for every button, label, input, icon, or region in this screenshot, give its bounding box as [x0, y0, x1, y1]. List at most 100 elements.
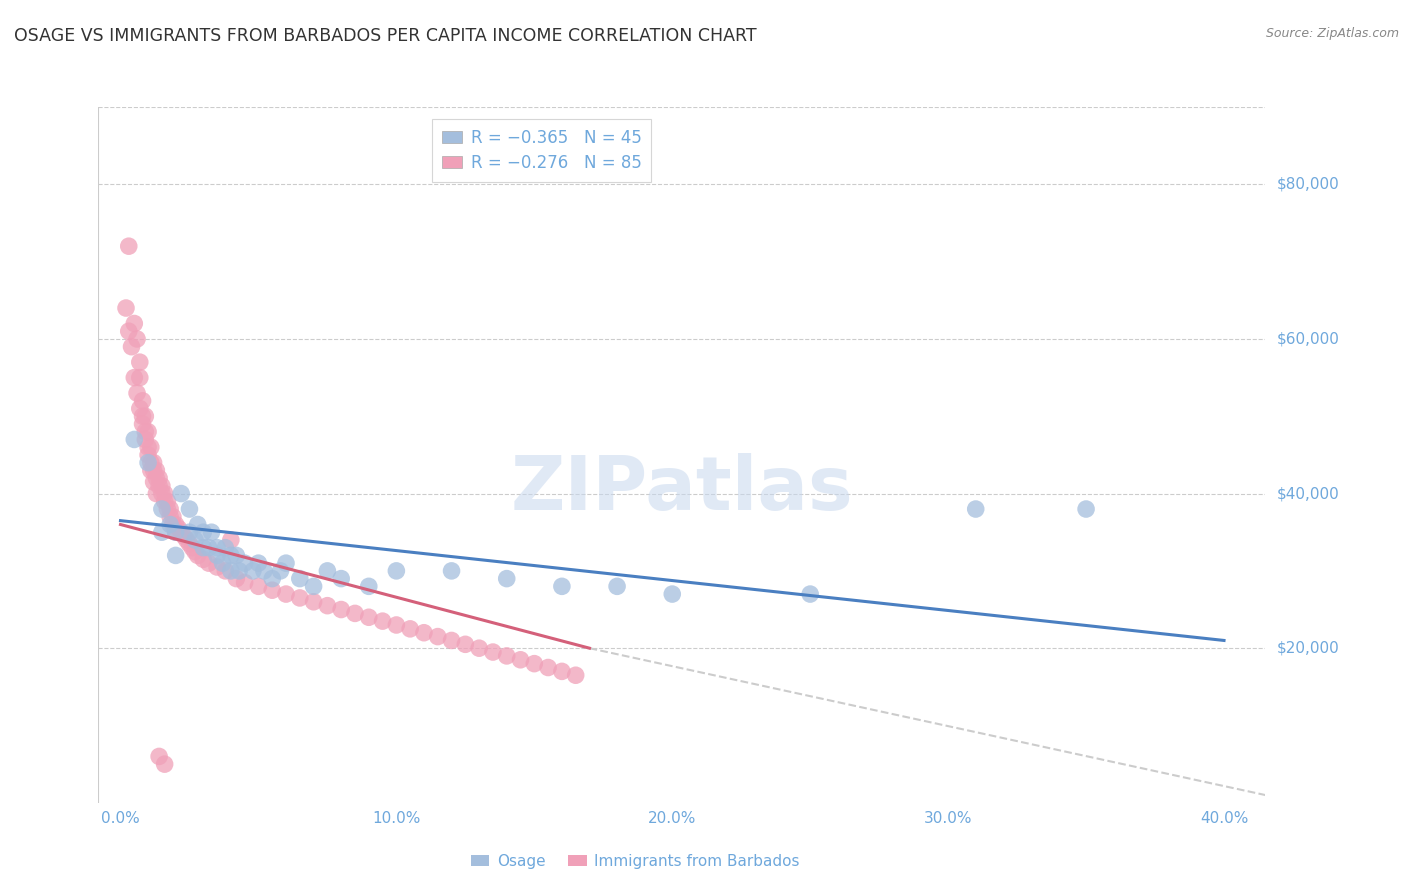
- Point: [385, 564, 408, 578]
- Point: [219, 564, 242, 578]
- Point: [214, 541, 236, 555]
- Point: [219, 549, 242, 563]
- Point: [136, 448, 159, 462]
- Point: [288, 572, 311, 586]
- Point: [156, 502, 179, 516]
- Point: [225, 549, 247, 563]
- Point: [661, 587, 683, 601]
- Point: [193, 525, 215, 540]
- Point: [170, 525, 193, 540]
- Point: [440, 564, 463, 578]
- Text: Source: ZipAtlas.com: Source: ZipAtlas.com: [1265, 27, 1399, 40]
- Point: [128, 355, 150, 369]
- Point: [799, 587, 821, 601]
- Point: [219, 533, 242, 547]
- Point: [136, 456, 159, 470]
- Point: [165, 525, 187, 540]
- Point: [184, 544, 207, 558]
- Point: [142, 475, 165, 489]
- Point: [131, 409, 153, 424]
- Point: [145, 471, 167, 485]
- Point: [495, 648, 517, 663]
- Point: [343, 607, 366, 621]
- Point: [162, 517, 184, 532]
- Point: [357, 610, 380, 624]
- Point: [274, 556, 297, 570]
- Point: [537, 660, 560, 674]
- Point: [371, 614, 394, 628]
- Point: [131, 393, 153, 408]
- Point: [145, 486, 167, 500]
- Point: [551, 579, 574, 593]
- Point: [142, 456, 165, 470]
- Point: [205, 541, 228, 555]
- Point: [482, 645, 505, 659]
- Point: [124, 317, 146, 331]
- Point: [316, 564, 339, 578]
- Point: [197, 541, 219, 555]
- Point: [262, 572, 284, 586]
- Point: [167, 521, 190, 535]
- Point: [173, 529, 195, 543]
- Point: [153, 757, 176, 772]
- Point: [187, 517, 209, 532]
- Legend: Osage, Immigrants from Barbados: Osage, Immigrants from Barbados: [464, 848, 806, 875]
- Point: [233, 556, 256, 570]
- Point: [193, 552, 215, 566]
- Point: [200, 525, 222, 540]
- Point: [176, 533, 198, 547]
- Point: [247, 556, 270, 570]
- Point: [357, 579, 380, 593]
- Point: [426, 630, 449, 644]
- Point: [205, 560, 228, 574]
- Point: [139, 463, 162, 477]
- Point: [495, 572, 517, 586]
- Point: [181, 541, 204, 555]
- Point: [523, 657, 546, 671]
- Point: [454, 637, 477, 651]
- Point: [148, 749, 170, 764]
- Point: [262, 583, 284, 598]
- Point: [233, 575, 256, 590]
- Point: [214, 564, 236, 578]
- Point: [205, 549, 228, 563]
- Point: [139, 440, 162, 454]
- Point: [179, 537, 201, 551]
- Point: [225, 572, 247, 586]
- Point: [150, 486, 173, 500]
- Point: [193, 541, 215, 555]
- Point: [965, 502, 987, 516]
- Point: [330, 602, 353, 616]
- Text: $20,000: $20,000: [1277, 640, 1340, 656]
- Point: [128, 401, 150, 416]
- Point: [247, 579, 270, 593]
- Point: [145, 463, 167, 477]
- Point: [150, 502, 173, 516]
- Point: [288, 591, 311, 605]
- Point: [153, 486, 176, 500]
- Point: [136, 440, 159, 454]
- Point: [316, 599, 339, 613]
- Text: $80,000: $80,000: [1277, 177, 1340, 192]
- Point: [253, 564, 276, 578]
- Point: [228, 564, 250, 578]
- Point: [159, 517, 181, 532]
- Point: [124, 433, 146, 447]
- Point: [270, 564, 292, 578]
- Point: [150, 525, 173, 540]
- Point: [159, 509, 181, 524]
- Point: [153, 494, 176, 508]
- Point: [148, 471, 170, 485]
- Point: [118, 324, 141, 338]
- Point: [115, 301, 138, 315]
- Point: [179, 502, 201, 516]
- Point: [170, 486, 193, 500]
- Point: [385, 618, 408, 632]
- Point: [302, 595, 325, 609]
- Point: [399, 622, 422, 636]
- Point: [139, 456, 162, 470]
- Point: [551, 665, 574, 679]
- Point: [211, 556, 233, 570]
- Point: [134, 425, 156, 439]
- Point: [302, 579, 325, 593]
